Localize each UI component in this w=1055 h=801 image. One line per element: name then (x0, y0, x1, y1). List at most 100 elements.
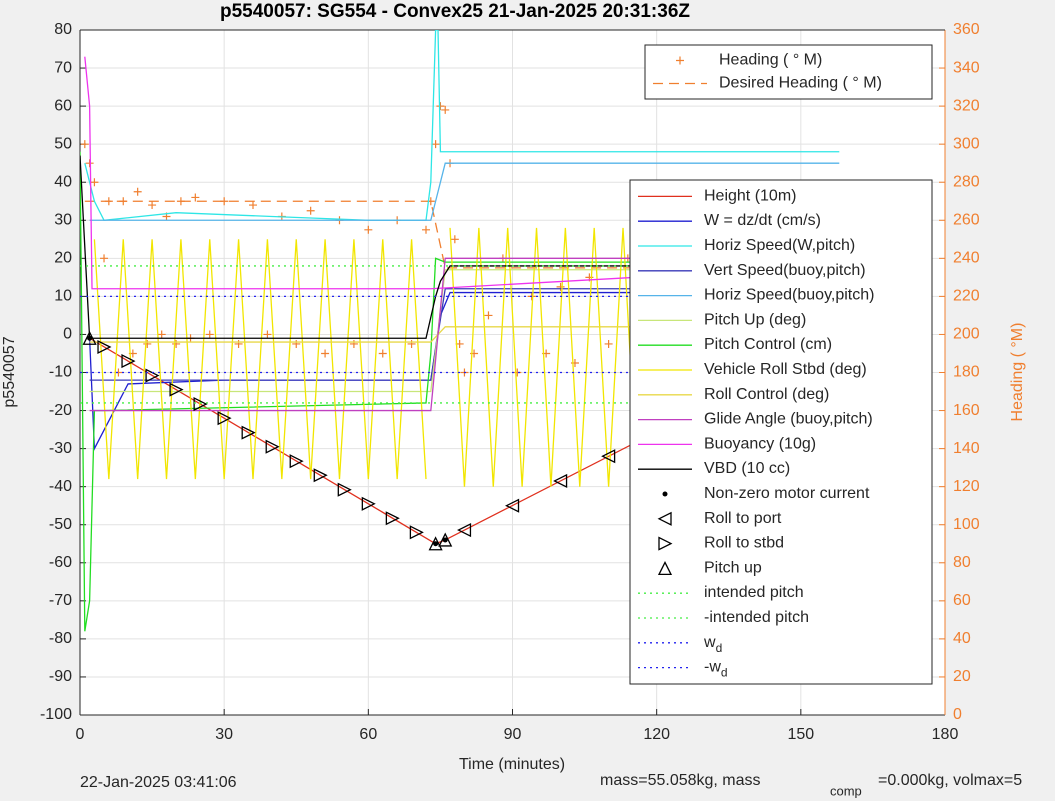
marker (364, 225, 373, 234)
marker (133, 187, 142, 196)
marker (85, 159, 94, 168)
legend-text: -intended pitch (704, 609, 809, 626)
series-line (84, 56, 840, 290)
y2-tick-label: 360 (953, 21, 980, 38)
y2-tick-label: 20 (953, 668, 971, 685)
legend-label: Roll to port (704, 510, 782, 527)
y-tick-label: 30 (54, 211, 72, 228)
marker (422, 225, 430, 234)
y2-tick-label: 60 (953, 592, 971, 609)
marker (265, 439, 280, 454)
legend-text: -w (704, 659, 721, 676)
marker (157, 330, 166, 339)
legend: Heading ( ° M) Desired Heading ( ° M) (644, 44, 933, 100)
footer-date: 22-Jan-2025 03:41:06 (80, 774, 237, 791)
y-tick-label: 40 (54, 173, 72, 190)
y-tick-label: 10 (54, 288, 72, 305)
series-line (93, 239, 427, 480)
legend-label: Roll Control (deg) (704, 386, 829, 403)
marker (172, 339, 181, 348)
footer-sub: comp (830, 783, 862, 798)
marker (263, 330, 272, 339)
marker (205, 330, 214, 339)
series-line (89, 162, 840, 221)
y-tick-label: -100 (40, 706, 72, 723)
y2-tick-label: 280 (953, 173, 980, 190)
marker (361, 496, 376, 511)
y-tick-label: -50 (49, 516, 72, 533)
footer-mass: mass=55.058kg, mass (600, 772, 761, 789)
marker-dot (662, 491, 668, 497)
marker (431, 140, 440, 149)
legend-label: -wd (704, 659, 728, 680)
legend-text: W = dz/dt (cm/s) (704, 212, 821, 229)
marker (349, 339, 358, 348)
marker (556, 282, 565, 291)
marker (97, 339, 112, 355)
marker (601, 449, 616, 464)
marker (313, 468, 328, 483)
legend-label: -intended pitch (704, 609, 809, 626)
legend-subscript: d (721, 666, 728, 680)
x-tick-label: 180 (932, 726, 959, 743)
legend-label: Vert Speed(buoy,pitch) (704, 262, 866, 279)
x-tick-label: 0 (76, 726, 85, 743)
legend-text: Horiz Speed(W,pitch) (704, 237, 855, 254)
legend-text: Desired Heading ( ° M) (719, 75, 882, 92)
marker (428, 536, 443, 551)
marker (82, 330, 97, 345)
y-tick-label: -20 (49, 402, 72, 419)
marker (450, 235, 459, 244)
legend-label: Buoyancy (10g) (704, 436, 816, 453)
y-axis-label: p5540057 (1, 336, 18, 407)
y-tick-label: 50 (54, 135, 72, 152)
marker-dot (87, 335, 93, 341)
marker (378, 349, 387, 358)
y-tick-label: 60 (54, 97, 72, 114)
x-tick-label: 120 (643, 726, 670, 743)
y-tick-label: -60 (49, 554, 72, 571)
y2-tick-label: 140 (953, 440, 980, 457)
legend-text: Pitch Up (deg) (704, 312, 806, 329)
legend-label: wd (703, 634, 722, 655)
y2-tick-label: 240 (953, 250, 980, 267)
y2-tick-label: 40 (953, 630, 971, 647)
legend-text: Buoyancy (10g) (704, 436, 816, 453)
y-tick-label: -30 (49, 440, 72, 457)
legend-label: Vehicle Roll Stbd (deg) (704, 361, 867, 378)
marker (409, 525, 424, 540)
legend-text: Roll to port (704, 510, 782, 527)
x-tick-label: 90 (504, 726, 522, 743)
marker-dot (442, 537, 448, 543)
marker (657, 511, 672, 526)
footer-mass2: =0.000kg, volmax=5 (878, 772, 1022, 789)
y-tick-label: -80 (49, 630, 72, 647)
legend-text: Vert Speed(buoy,pitch) (704, 262, 866, 279)
marker (385, 511, 400, 526)
legend-text: w (703, 634, 716, 651)
legend-text: Horiz Speed(buoy,pitch) (704, 287, 874, 304)
marker (505, 498, 520, 513)
legend-subscript: d (716, 641, 723, 655)
legend-text: VBD (10 cc) (704, 460, 790, 477)
marker (90, 178, 99, 187)
legend-text: Pitch up (704, 560, 762, 577)
marker (234, 339, 243, 348)
legend-label: Height (10m) (704, 188, 796, 205)
y-tick-label: -90 (49, 668, 72, 685)
legend-text: Heading ( ° M) (719, 52, 822, 69)
legend-text: intended pitch (704, 584, 804, 601)
y2-tick-label: 300 (953, 135, 980, 152)
y2-tick-label: 80 (953, 554, 971, 571)
legend-label: intended pitch (704, 584, 804, 601)
y2-tick-label: 340 (953, 59, 980, 76)
y-tick-label: -10 (49, 364, 72, 381)
marker (148, 201, 157, 210)
y-tick-label: 0 (63, 326, 72, 343)
marker (484, 311, 493, 320)
marker (337, 482, 352, 497)
marker (676, 56, 684, 65)
x-tick-label: 150 (787, 726, 814, 743)
